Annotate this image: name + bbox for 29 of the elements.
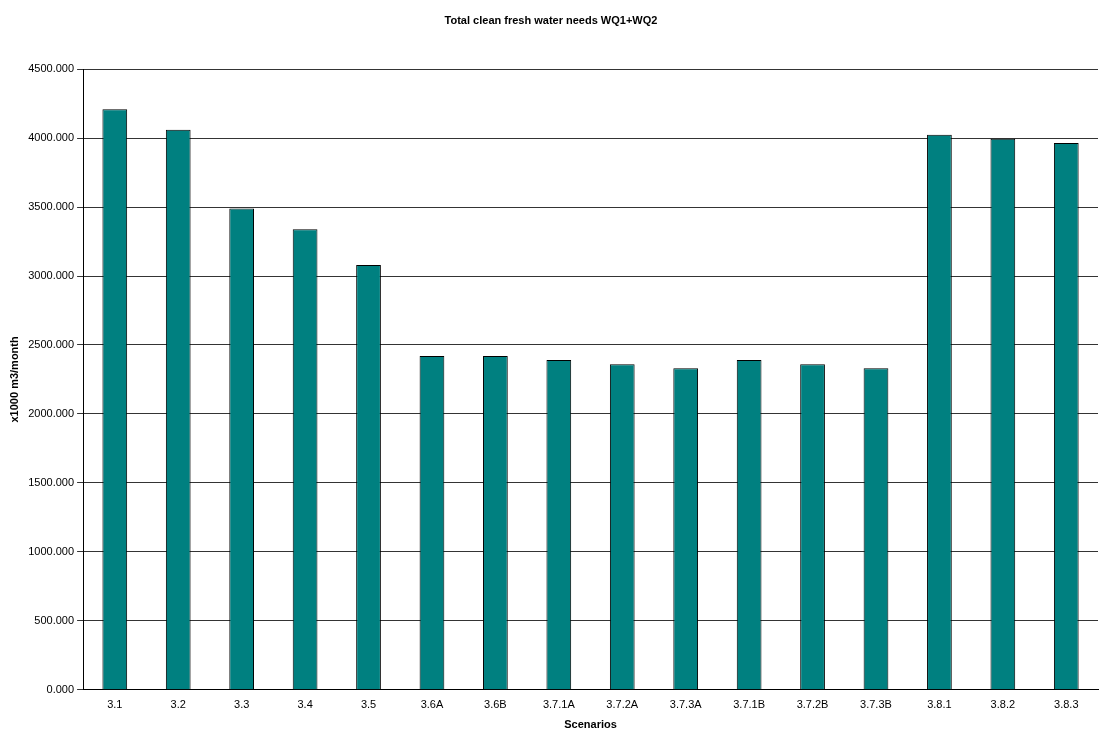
x-tick-label: 3.7.1B xyxy=(733,698,766,711)
y-tick-label: 500.000 xyxy=(34,613,75,626)
x-axis-title: Scenarios xyxy=(564,718,617,731)
y-tick-label: 2000.000 xyxy=(28,406,75,419)
x-tick-label: 3.7.2B xyxy=(796,698,829,711)
y-tick-label: 0.000 xyxy=(46,682,75,695)
x-tick-label: 3.6A xyxy=(420,698,444,711)
x-tick-label: 3.7.3A xyxy=(669,698,703,711)
y-tick-label: 1500.000 xyxy=(28,475,75,488)
x-tick-label: 3.7.3B xyxy=(860,698,892,711)
y-tick-label: 3500.000 xyxy=(28,200,75,213)
x-tick-label: 3.4 xyxy=(297,698,313,711)
y-tick-label: 4500.000 xyxy=(28,62,75,75)
y-axis-title: x1000 m3/month xyxy=(7,336,20,423)
y-tick-label: 3000.000 xyxy=(28,269,75,282)
x-tick-label: 3.3 xyxy=(234,698,250,711)
y-tick-label: 2500.000 xyxy=(28,337,75,350)
x-tick-label: 3.8.3 xyxy=(1054,698,1079,711)
y-tick-label: 4000.000 xyxy=(28,131,75,144)
x-tick-label: 3.5 xyxy=(360,698,377,711)
x-tick-label: 3.6B xyxy=(484,698,507,711)
x-tick-label: 3.2 xyxy=(170,698,186,711)
chart-title: Total clean fresh water needs WQ1+WQ2 xyxy=(444,13,658,26)
x-tick-label: 3.8.1 xyxy=(927,698,952,711)
x-tick-label: 3.7.1A xyxy=(542,698,576,711)
x-tick-label: 3.1 xyxy=(107,698,123,711)
x-tick-label: 3.8.2 xyxy=(990,698,1016,711)
x-tick-label: 3.7.2A xyxy=(606,698,639,711)
y-tick-label: 1000.000 xyxy=(28,544,75,557)
